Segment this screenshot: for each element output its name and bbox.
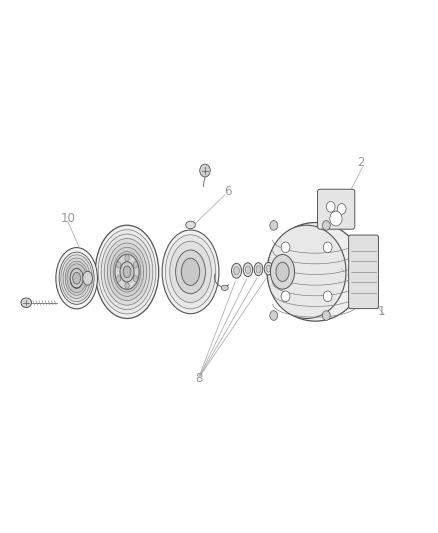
Ellipse shape xyxy=(65,261,88,295)
Circle shape xyxy=(337,204,346,214)
Ellipse shape xyxy=(125,282,129,289)
Ellipse shape xyxy=(264,262,273,275)
Circle shape xyxy=(322,221,330,230)
Ellipse shape xyxy=(270,255,294,289)
Circle shape xyxy=(200,164,210,177)
Ellipse shape xyxy=(98,230,156,314)
Ellipse shape xyxy=(113,252,141,292)
Ellipse shape xyxy=(186,221,195,229)
Ellipse shape xyxy=(61,255,92,302)
Text: 2: 2 xyxy=(357,156,365,169)
Ellipse shape xyxy=(162,230,219,313)
Text: 10: 10 xyxy=(60,212,75,225)
Ellipse shape xyxy=(59,252,94,304)
Ellipse shape xyxy=(170,241,212,303)
Circle shape xyxy=(323,242,332,253)
Ellipse shape xyxy=(104,238,150,305)
Ellipse shape xyxy=(133,262,138,268)
Ellipse shape xyxy=(176,250,205,294)
Ellipse shape xyxy=(276,262,289,281)
Ellipse shape xyxy=(123,266,131,278)
Ellipse shape xyxy=(245,266,251,273)
Ellipse shape xyxy=(117,276,121,282)
Text: 6: 6 xyxy=(224,185,232,198)
Ellipse shape xyxy=(83,271,92,285)
Ellipse shape xyxy=(267,225,346,318)
Ellipse shape xyxy=(221,285,228,290)
Ellipse shape xyxy=(267,222,364,321)
Ellipse shape xyxy=(125,255,129,261)
Ellipse shape xyxy=(166,235,216,309)
Ellipse shape xyxy=(73,272,81,284)
Ellipse shape xyxy=(133,276,138,282)
Ellipse shape xyxy=(266,265,271,272)
Circle shape xyxy=(281,242,290,253)
Circle shape xyxy=(270,221,278,230)
Circle shape xyxy=(330,211,342,226)
Ellipse shape xyxy=(243,263,253,277)
Ellipse shape xyxy=(117,262,121,268)
Circle shape xyxy=(270,311,278,320)
Text: 1: 1 xyxy=(377,305,385,318)
Ellipse shape xyxy=(101,234,153,310)
Ellipse shape xyxy=(256,265,261,273)
Ellipse shape xyxy=(110,247,144,296)
Ellipse shape xyxy=(181,258,200,286)
Ellipse shape xyxy=(95,225,159,318)
Circle shape xyxy=(281,291,290,302)
Ellipse shape xyxy=(56,247,97,309)
Ellipse shape xyxy=(120,262,134,282)
Ellipse shape xyxy=(254,263,263,276)
Circle shape xyxy=(326,201,335,212)
FancyBboxPatch shape xyxy=(318,189,355,229)
Ellipse shape xyxy=(21,298,32,308)
FancyBboxPatch shape xyxy=(349,235,378,309)
Circle shape xyxy=(322,311,330,320)
Ellipse shape xyxy=(115,254,139,289)
Ellipse shape xyxy=(107,243,147,301)
Ellipse shape xyxy=(234,266,239,275)
Ellipse shape xyxy=(70,269,83,288)
Circle shape xyxy=(323,291,332,302)
Ellipse shape xyxy=(231,263,242,278)
Ellipse shape xyxy=(67,264,86,293)
Text: 8: 8 xyxy=(196,372,203,385)
Ellipse shape xyxy=(63,258,90,298)
